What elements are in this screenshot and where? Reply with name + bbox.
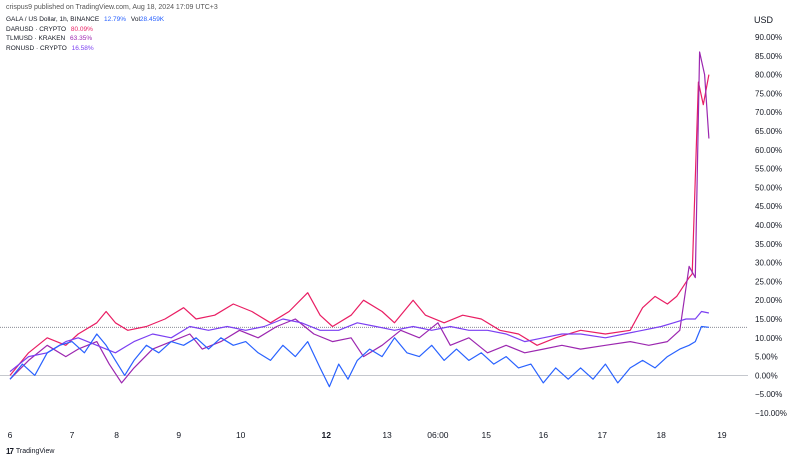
y-tick-label: 85.00%	[755, 52, 782, 61]
y-tick-label: 20.00%	[755, 296, 782, 305]
legend-label: RONUSD · CRYPTO	[6, 44, 67, 52]
x-tick-label: 12	[322, 430, 332, 440]
series-line	[9, 310, 710, 373]
legend-item-gala[interactable]: GALA / US Dollar, 1h, BINANCE 12.79% Vol…	[6, 15, 164, 25]
y-tick-label: 75.00%	[755, 89, 782, 98]
x-tick-label: 17	[598, 430, 608, 440]
y-tick-label: 45.00%	[755, 202, 782, 211]
legend: GALA / US Dollar, 1h, BINANCE 12.79% Vol…	[6, 15, 164, 53]
x-tick-label: 13	[382, 430, 392, 440]
series-line	[9, 325, 709, 388]
y-tick-label: 80.00%	[755, 71, 782, 80]
x-tick-label: 18	[656, 430, 666, 440]
legend-label: GALA / US Dollar, 1h, BINANCE	[6, 16, 100, 23]
y-tick-label: 90.00%	[755, 33, 782, 42]
x-tick-label: 7	[70, 430, 75, 440]
y-tick-label: −5.00%	[755, 390, 782, 399]
legend-value: 16.58%	[71, 44, 94, 52]
legend-extra-label: Vol	[130, 16, 140, 23]
y-tick-label: 40.00%	[755, 221, 782, 230]
x-tick-label: 9	[176, 430, 181, 440]
footer-brand: 17 TradingView	[6, 447, 54, 456]
legend-item-dar[interactable]: DARUSD · CRYPTO 80.09%	[6, 25, 164, 35]
published-caption: crispus9 published on TradingView.com, A…	[6, 4, 218, 11]
legend-value: 80.09%	[70, 25, 93, 33]
tradingview-logo-icon: 17	[6, 447, 14, 456]
y-tick-label: −10.00%	[755, 409, 787, 418]
y-tick-label: 55.00%	[755, 165, 782, 174]
x-tick-label: 06:00	[427, 430, 449, 440]
y-tick-label: 15.00%	[755, 315, 782, 324]
y-tick-label: 50.00%	[755, 183, 782, 192]
series-line	[9, 74, 710, 376]
y-tick-label: 25.00%	[755, 277, 782, 286]
x-tick-label: 16	[539, 430, 549, 440]
y-tick-label: 35.00%	[755, 240, 782, 249]
legend-label: TLMUSD · KRAKEN	[6, 35, 66, 42]
x-tick-label: 10	[236, 430, 246, 440]
legend-value: 12.79%	[104, 16, 127, 23]
currency-label: USD	[754, 15, 774, 25]
y-tick-label: 70.00%	[755, 108, 782, 117]
x-tick-label: 19	[717, 430, 727, 440]
y-tick-label: 10.00%	[755, 334, 782, 343]
y-tick-label: 5.00%	[755, 353, 778, 362]
x-tick-label: 6	[8, 430, 13, 440]
x-tick-label: 8	[114, 430, 119, 440]
y-tick-label: 65.00%	[755, 127, 782, 136]
y-tick-label: 60.00%	[755, 146, 782, 155]
x-tick-label: 15	[482, 430, 492, 440]
legend-extra-value: 28.459K	[139, 16, 165, 23]
legend-item-ron[interactable]: RONUSD · CRYPTO 16.58%	[6, 44, 164, 54]
legend-value: 63.35%	[70, 35, 93, 42]
y-tick-label: 30.00%	[755, 259, 782, 268]
legend-label: DARUSD · CRYPTO	[6, 25, 67, 33]
brand-name: TradingView	[15, 448, 55, 455]
y-tick-label: 0.00%	[755, 371, 778, 380]
legend-item-tlm[interactable]: TLMUSD · KRAKEN 63.35%	[6, 34, 164, 44]
